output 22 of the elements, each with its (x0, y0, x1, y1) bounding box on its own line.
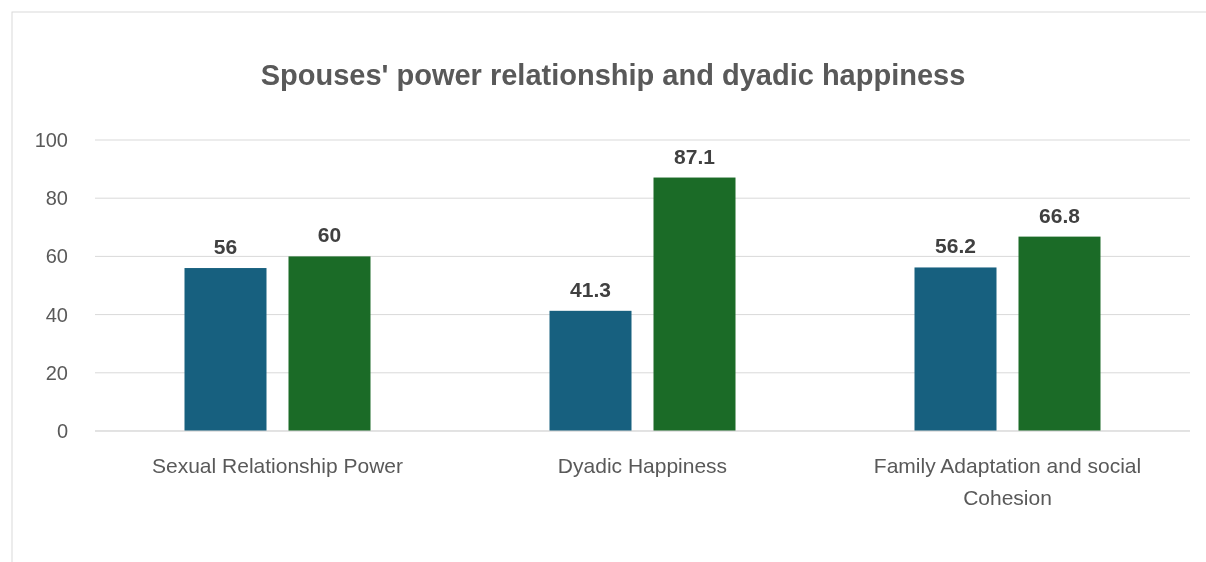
bar (288, 256, 371, 431)
bar (1018, 236, 1101, 431)
x-tick-label: Sexual Relationship Power (152, 454, 403, 477)
data-label: 87.1 (674, 144, 716, 168)
y-tick-label: 40 (45, 303, 68, 326)
bar (184, 268, 267, 431)
x-tick-label: Dyadic Happiness (557, 454, 728, 477)
y-tick-label: 80 (45, 187, 68, 210)
bar (549, 310, 632, 431)
data-label: 41.3 (570, 277, 611, 301)
data-label: 56 (213, 235, 238, 259)
bar (653, 177, 736, 431)
chart-title: Spouses' power relationship and dyadic happiness (260, 59, 966, 91)
y-tick-label: 0 (56, 420, 68, 442)
data-label: 56.2 (935, 234, 976, 258)
y-tick-label: 20 (45, 361, 68, 384)
bar (914, 267, 997, 431)
data-label: 66.8 (1039, 203, 1081, 227)
y-tick-label: 60 (45, 245, 68, 268)
x-tick-label: Family Adaptation and social Cohesion (873, 454, 1142, 509)
data-label: 60 (317, 223, 342, 247)
y-tick-label: 100 (34, 129, 68, 151)
